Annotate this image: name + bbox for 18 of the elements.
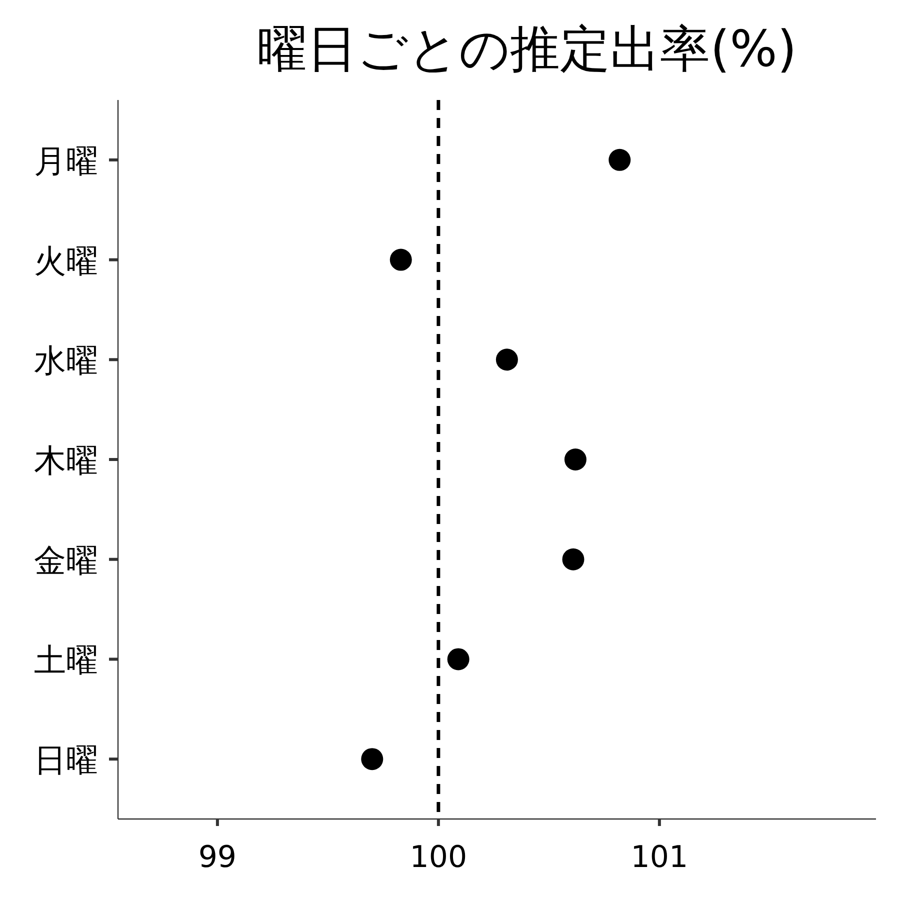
point xyxy=(390,248,412,271)
point xyxy=(562,548,584,570)
point xyxy=(608,148,631,171)
y-tick-label: 木曜 xyxy=(34,442,98,480)
y-tick-label: 月曜 xyxy=(34,142,98,180)
point xyxy=(361,748,384,770)
x-tick-label: 101 xyxy=(630,840,688,875)
y-tick-label: 火曜 xyxy=(34,242,98,280)
y-tick-label: 土曜 xyxy=(34,641,98,680)
x-tick-label: 100 xyxy=(410,840,468,875)
point xyxy=(496,348,518,371)
y-tick-label: 日曜 xyxy=(34,741,98,780)
y-tick-label: 水曜 xyxy=(34,342,98,380)
point xyxy=(564,448,586,470)
y-tick-label: 金曜 xyxy=(34,541,98,580)
chart-title: 曜日ごとの推定出率(%) xyxy=(257,20,797,78)
point xyxy=(447,648,470,670)
x-tick-label: 99 xyxy=(198,840,237,875)
